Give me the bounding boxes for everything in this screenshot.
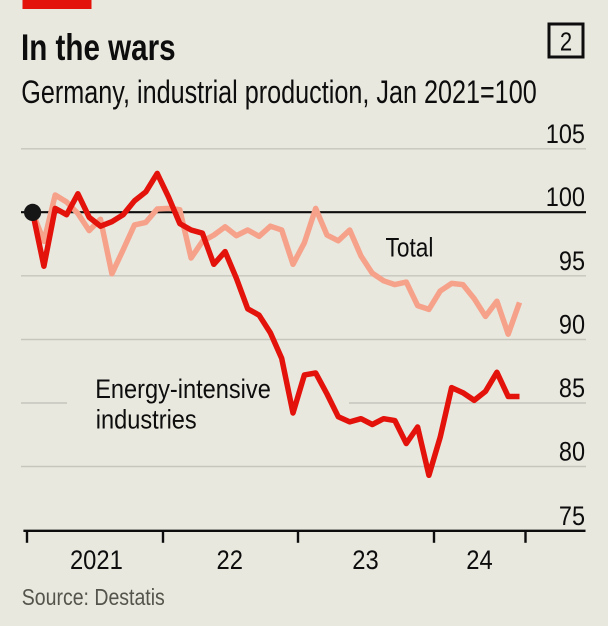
svg-text:Energy-intensive: Energy-intensive: [95, 375, 271, 405]
svg-text:Germany, industrial production: Germany, industrial production, Jan 2021…: [21, 75, 536, 111]
svg-text:22: 22: [216, 546, 242, 576]
svg-text:90: 90: [559, 310, 585, 340]
svg-text:Source: Destatis: Source: Destatis: [22, 583, 165, 610]
svg-text:85: 85: [559, 374, 585, 404]
svg-text:100: 100: [546, 183, 585, 213]
svg-text:24: 24: [466, 546, 492, 576]
svg-text:industries: industries: [96, 405, 197, 435]
svg-text:23: 23: [352, 546, 378, 576]
svg-text:2021: 2021: [70, 546, 123, 576]
svg-text:75: 75: [559, 501, 585, 531]
svg-text:In the wars: In the wars: [21, 28, 176, 69]
svg-text:95: 95: [559, 246, 585, 276]
svg-text:2: 2: [560, 28, 572, 57]
svg-text:105: 105: [546, 119, 585, 149]
svg-text:80: 80: [559, 437, 585, 467]
svg-text:Total: Total: [386, 233, 434, 263]
